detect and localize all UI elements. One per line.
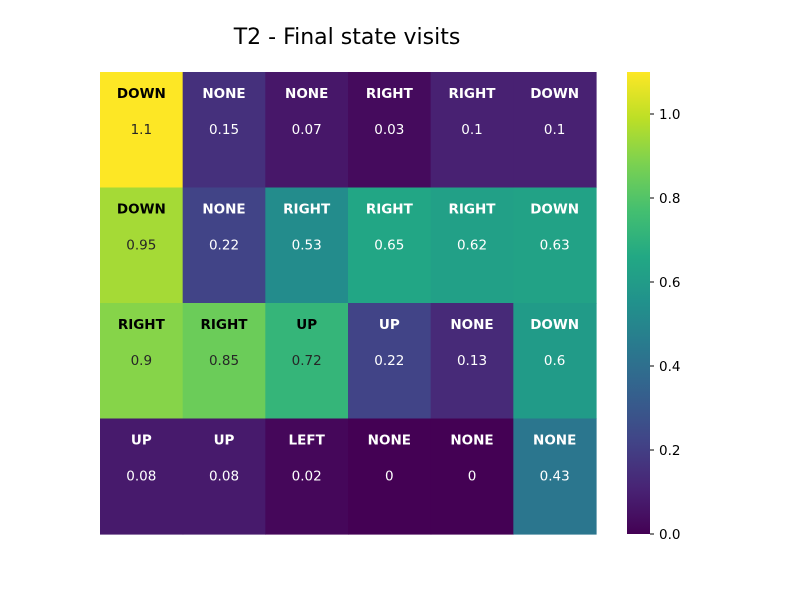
cell-value-label: 0.22 (374, 353, 404, 369)
cell-action-label: RIGHT (200, 317, 248, 333)
cell-value-label: 0 (468, 469, 477, 485)
colorbar-tick-label: 0.8 (659, 191, 680, 207)
cell-value-label: 0.1 (544, 122, 565, 138)
heatmap-cell (348, 303, 432, 420)
cell-value-label: 0.08 (126, 469, 156, 485)
cell-action-label: NONE (450, 433, 493, 449)
cell-value-label: 0.53 (292, 238, 322, 254)
heatmap-cells: DOWN 1.1 NONE 0.15 NONE 0.07 RIGHT 0.03 RIGHT 0.1… (100, 72, 597, 535)
cell-value-label: 1.1 (131, 122, 152, 138)
heatmap-cell (430, 72, 514, 189)
cell-value-label: 0.62 (457, 238, 487, 254)
cell-value-label: 0.72 (292, 353, 322, 369)
heatmap-cell (182, 418, 266, 535)
cell-value-label: 0.03 (374, 122, 404, 138)
cell-action-label: RIGHT (448, 86, 496, 102)
heatmap-cell (265, 72, 349, 189)
cell-action-label: LEFT (289, 433, 326, 449)
colorbar-tick-label: 0.2 (659, 443, 680, 459)
heatmap-cell (513, 418, 597, 535)
colorbar: 0.0 0.2 0.4 0.6 0.8 1.0 (627, 72, 680, 543)
cell-value-label: 0 (385, 469, 394, 485)
heatmap-cell (430, 187, 514, 304)
heatmap-cell (513, 187, 597, 304)
heatmap-cell (100, 72, 184, 189)
cell-action-label: NONE (533, 433, 576, 449)
heatmap-cell (265, 418, 349, 535)
heatmap-cell (348, 418, 432, 535)
cell-action-label: NONE (202, 86, 245, 102)
cell-value-label: 0.6 (544, 353, 565, 369)
cell-action-label: UP (296, 317, 317, 333)
heatmap-cell (513, 72, 597, 189)
cell-action-label: RIGHT (366, 86, 414, 102)
cell-action-label: RIGHT (283, 202, 331, 218)
cell-value-label: 0.07 (292, 122, 322, 138)
cell-action-label: DOWN (530, 86, 579, 102)
colorbar-tick-label: 0.4 (659, 359, 680, 375)
cell-action-label: UP (131, 433, 152, 449)
heatmap-cell (182, 72, 266, 189)
cell-value-label: 0.43 (540, 469, 570, 485)
cell-action-label: DOWN (530, 202, 579, 218)
cell-value-label: 0.08 (209, 469, 239, 485)
heatmap-cell (513, 303, 597, 420)
cell-action-label: NONE (202, 202, 245, 218)
heatmap-cell (430, 303, 514, 420)
cell-value-label: 0.95 (126, 238, 156, 254)
cell-value-label: 0.9 (131, 353, 152, 369)
heatmap-cell (348, 187, 432, 304)
cell-action-label: NONE (285, 86, 328, 102)
cell-action-label: DOWN (117, 202, 166, 218)
cell-action-label: DOWN (117, 86, 166, 102)
heatmap-cell (100, 187, 184, 304)
chart-title: T2 - Final state visits (233, 25, 461, 50)
cell-action-label: NONE (450, 317, 493, 333)
cell-value-label: 0.63 (540, 238, 570, 254)
cell-action-label: RIGHT (448, 202, 496, 218)
cell-value-label: 0.13 (457, 353, 487, 369)
colorbar-tick-label: 0.6 (659, 275, 680, 291)
cell-value-label: 0.02 (292, 469, 322, 485)
colorbar-gradient (627, 72, 650, 534)
heatmap-cell (430, 418, 514, 535)
heatmap-cell (182, 187, 266, 304)
heatmap-cell (100, 418, 184, 535)
cell-action-label: UP (379, 317, 400, 333)
cell-action-label: NONE (368, 433, 411, 449)
colorbar-tick-label: 0.0 (659, 527, 680, 543)
cell-value-label: 0.85 (209, 353, 239, 369)
cell-value-label: 0.22 (209, 238, 239, 254)
heatmap-cell (265, 303, 349, 420)
cell-value-label: 0.65 (374, 238, 404, 254)
cell-action-label: DOWN (530, 317, 579, 333)
heatmap-cell (348, 72, 432, 189)
cell-action-label: UP (214, 433, 235, 449)
cell-value-label: 0.15 (209, 122, 239, 138)
heatmap-cell (265, 187, 349, 304)
colorbar-tick-label: 1.0 (659, 107, 680, 123)
cell-action-label: RIGHT (118, 317, 166, 333)
cell-value-label: 0.1 (461, 122, 482, 138)
heatmap-cell (100, 303, 184, 420)
heatmap-cell (182, 303, 266, 420)
cell-action-label: RIGHT (366, 202, 414, 218)
